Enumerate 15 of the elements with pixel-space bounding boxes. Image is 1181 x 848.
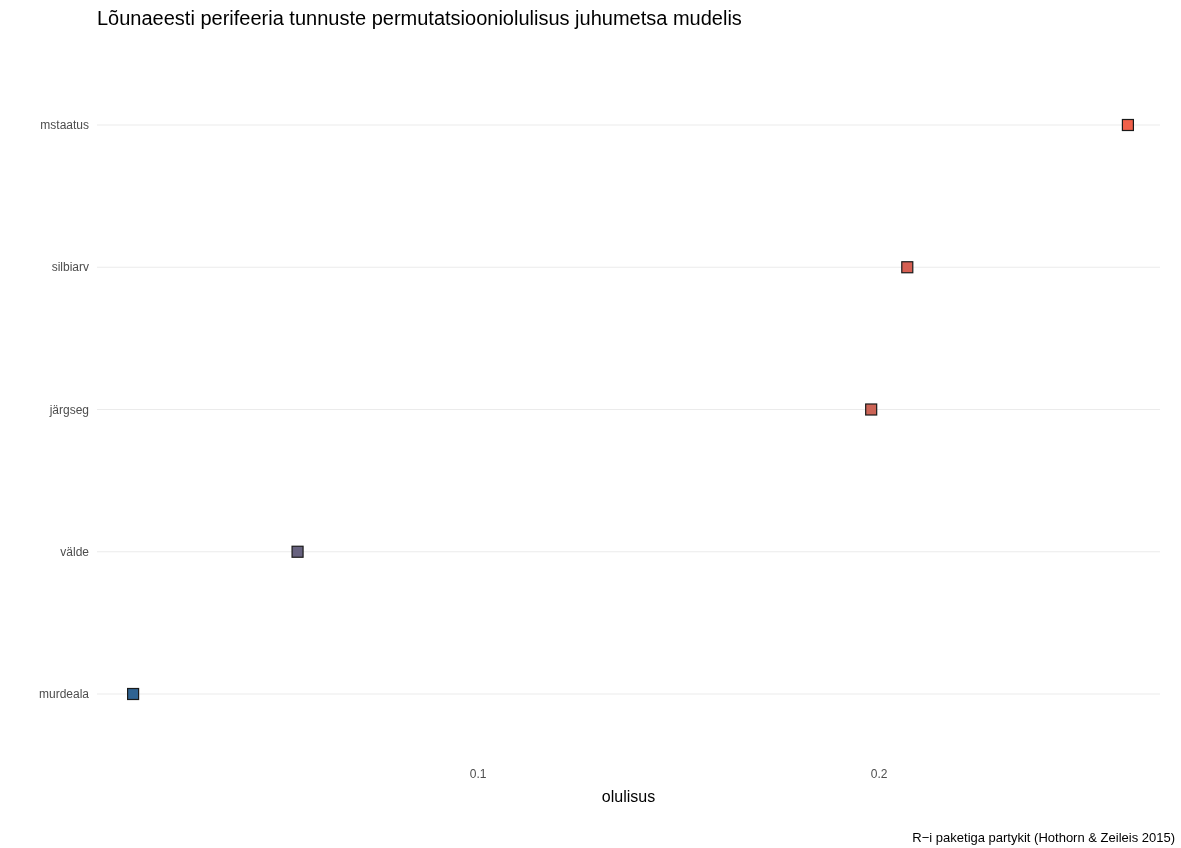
point: [127, 687, 140, 701]
y-tick-label: murdeala: [38, 687, 90, 702]
point: [291, 545, 304, 558]
point: [865, 403, 878, 416]
point: [1121, 118, 1135, 132]
point: [901, 261, 914, 274]
chart-title: Lõunaeesti perifeeria tunnuste permutatsiooniolulisus juhumetsa mudelis: [97, 7, 742, 29]
x-tick-label: 0.1: [469, 767, 487, 781]
text: R−i paketiga partykit (Hothorn & Zeileis 2015): [912, 830, 1175, 845]
x-axis-title: olulisus: [601, 788, 656, 805]
x-tick-label: 0.2: [870, 767, 888, 781]
y-tick-label: järgseg: [48, 402, 89, 417]
y-tick-label: välde: [60, 544, 90, 559]
y-tick-label: silbiarv: [51, 260, 89, 275]
y-tick-label: mstaatus: [40, 118, 89, 133]
